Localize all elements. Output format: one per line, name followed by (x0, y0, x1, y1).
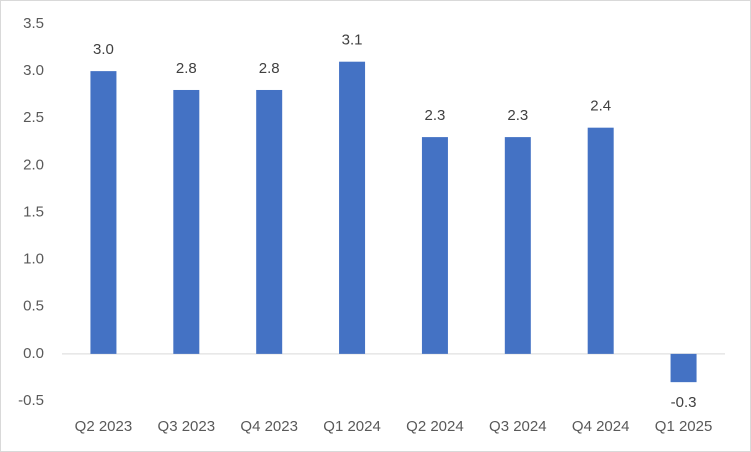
value-label: 2.8 (259, 60, 280, 77)
value-label: 3.0 (93, 41, 114, 58)
y-tick-label: 2.0 (23, 156, 44, 173)
bar (339, 61, 366, 354)
value-label: 2.8 (176, 60, 197, 77)
bar (90, 71, 117, 354)
value-label: 3.1 (342, 32, 363, 49)
x-tick-label: Q4 2023 (240, 418, 298, 435)
value-label: -0.3 (671, 394, 697, 411)
value-label: 2.4 (590, 98, 611, 115)
bar (504, 137, 531, 354)
y-tick-label: -0.5 (18, 392, 44, 409)
y-tick-label: 0.5 (23, 298, 44, 315)
x-tick-label: Q2 2023 (75, 418, 133, 435)
bar (421, 137, 448, 354)
value-label: 2.3 (507, 107, 528, 124)
y-tick-label: 1.5 (23, 203, 44, 220)
y-tick-label: 0.0 (23, 345, 44, 362)
x-tick-label: Q1 2024 (323, 418, 381, 435)
bar (587, 127, 614, 354)
y-tick-label: 1.0 (23, 251, 44, 268)
y-tick-label: 3.0 (23, 62, 44, 79)
x-tick-label: Q3 2023 (158, 418, 216, 435)
bar (173, 89, 200, 354)
x-tick-label: Q2 2024 (406, 418, 464, 435)
y-tick-label: 2.5 (23, 109, 44, 126)
x-tick-label: Q1 2025 (655, 418, 713, 435)
bar (256, 89, 283, 354)
bar (670, 353, 697, 383)
value-label: 2.3 (425, 107, 446, 124)
y-tick-label: 3.5 (23, 15, 44, 32)
x-tick-label: Q4 2024 (572, 418, 630, 435)
x-tick-label: Q3 2024 (489, 418, 547, 435)
